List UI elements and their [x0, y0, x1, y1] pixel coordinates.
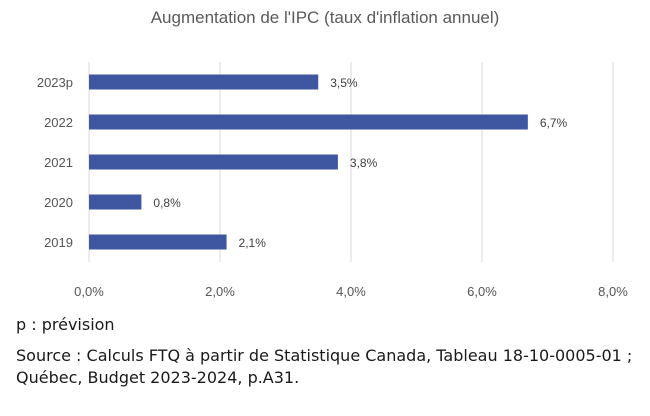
bar: [89, 114, 528, 130]
data-label: 0,8%: [153, 196, 181, 210]
bar: [89, 74, 319, 90]
x-tick-label: 4,0%: [336, 284, 366, 299]
data-label: 6,7%: [540, 116, 568, 130]
category-label: 2021: [44, 155, 73, 170]
source-note: Source : Calculs FTQ à partir de Statist…: [16, 346, 633, 387]
bar-chart: 0,0% 2,0% 4,0% 6,0% 8,0% 2023p 3,5% 2022 6,7% 202…: [37, 62, 628, 299]
bar: [89, 234, 227, 250]
data-label: 3,8%: [350, 156, 378, 170]
data-label: 2,1%: [239, 236, 267, 250]
bar: [89, 154, 338, 170]
category-label: 2023p: [37, 75, 73, 90]
chart-title: Augmentation de l'IPC (taux d'inflation …: [150, 8, 500, 27]
category-label: 2022: [44, 115, 73, 130]
data-label: 3,5%: [330, 76, 358, 90]
category-label: 2019: [44, 235, 73, 250]
x-tick-label: 2,0%: [205, 284, 235, 299]
x-tick-label: 0,0%: [74, 284, 104, 299]
x-tick-label: 6,0%: [467, 284, 497, 299]
bar: [89, 194, 142, 210]
category-label: 2020: [44, 195, 73, 210]
x-tick-label: 8,0%: [598, 284, 628, 299]
prevision-note: p : prévision: [16, 315, 115, 334]
